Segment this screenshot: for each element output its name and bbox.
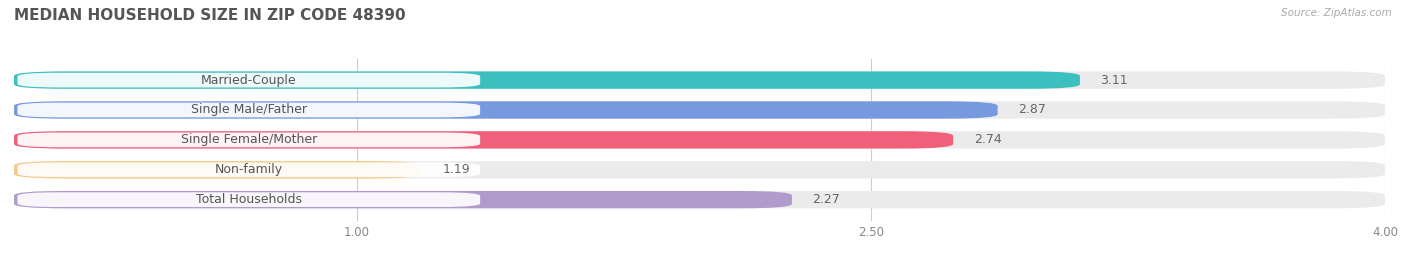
FancyBboxPatch shape (14, 191, 792, 208)
FancyBboxPatch shape (17, 192, 481, 207)
FancyBboxPatch shape (17, 73, 481, 87)
Text: 2.74: 2.74 (974, 133, 1001, 146)
Text: 1.19: 1.19 (443, 163, 470, 176)
FancyBboxPatch shape (14, 72, 1385, 89)
FancyBboxPatch shape (14, 161, 1385, 178)
FancyBboxPatch shape (14, 131, 953, 148)
Text: Married-Couple: Married-Couple (201, 74, 297, 87)
FancyBboxPatch shape (14, 161, 422, 178)
FancyBboxPatch shape (14, 101, 1385, 119)
FancyBboxPatch shape (14, 101, 998, 119)
Text: Total Households: Total Households (195, 193, 302, 206)
FancyBboxPatch shape (17, 162, 481, 177)
Text: Single Male/Father: Single Male/Father (191, 104, 307, 116)
FancyBboxPatch shape (17, 103, 481, 117)
Text: Non-family: Non-family (215, 163, 283, 176)
Text: MEDIAN HOUSEHOLD SIZE IN ZIP CODE 48390: MEDIAN HOUSEHOLD SIZE IN ZIP CODE 48390 (14, 8, 406, 23)
Text: Single Female/Mother: Single Female/Mother (181, 133, 316, 146)
FancyBboxPatch shape (14, 191, 1385, 208)
FancyBboxPatch shape (14, 72, 1080, 89)
FancyBboxPatch shape (17, 133, 481, 147)
Text: 3.11: 3.11 (1101, 74, 1128, 87)
Text: 2.27: 2.27 (813, 193, 841, 206)
FancyBboxPatch shape (14, 131, 1385, 148)
Text: 2.87: 2.87 (1018, 104, 1046, 116)
Text: Source: ZipAtlas.com: Source: ZipAtlas.com (1281, 8, 1392, 18)
